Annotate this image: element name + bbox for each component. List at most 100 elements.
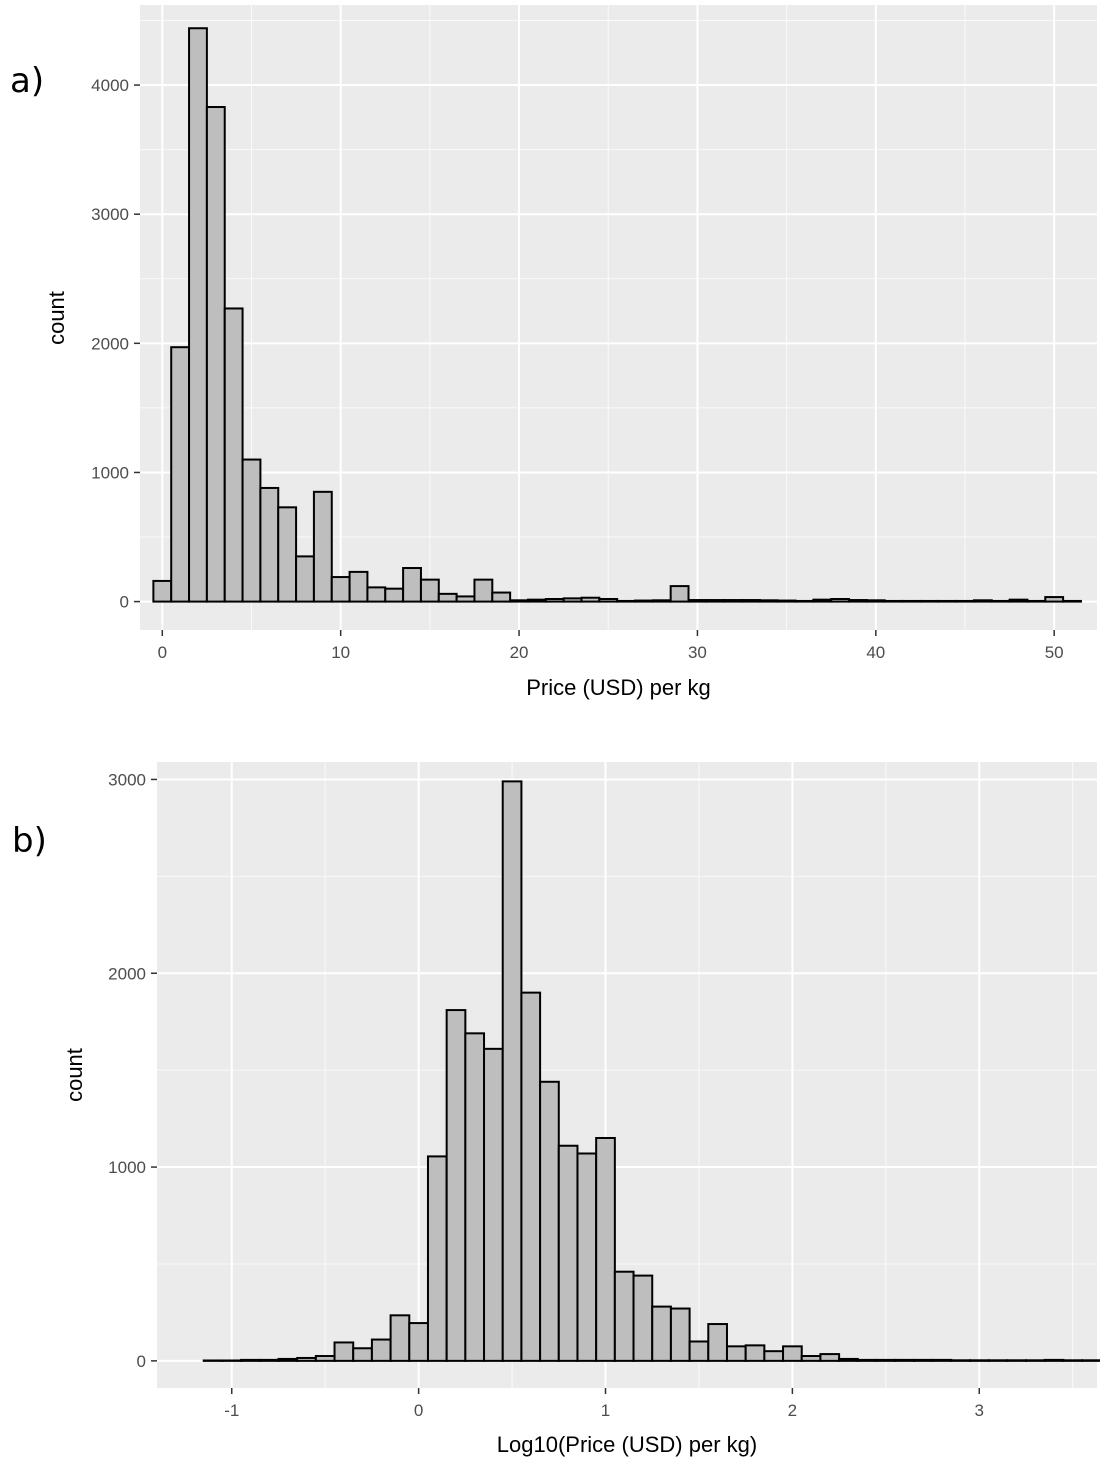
histogram-bar <box>972 599 993 603</box>
histogram-bar <box>894 1358 915 1362</box>
histogram-bar <box>1062 599 1082 603</box>
histogram-bar <box>651 1305 672 1362</box>
y-tick-label: 1000 <box>108 1158 146 1177</box>
histogram-bar <box>352 1347 373 1362</box>
histogram-bar <box>634 599 654 603</box>
histogram-bar <box>723 599 744 603</box>
x-tick-label: 1 <box>601 1401 610 1420</box>
histogram-bar <box>580 596 601 603</box>
histogram-bar <box>526 598 547 603</box>
histogram-bar <box>384 587 405 603</box>
panel-label: a) <box>10 61 44 101</box>
histogram-bar <box>348 570 369 603</box>
histogram-bar <box>295 555 315 603</box>
histogram-bar <box>544 598 565 603</box>
histogram-bar <box>987 1359 1009 1362</box>
histogram-bar <box>1026 599 1047 603</box>
y-tick-label: 1000 <box>91 463 129 482</box>
plot-panel-background <box>140 5 1097 630</box>
histogram-bar <box>259 486 280 603</box>
histogram-bar <box>312 490 333 603</box>
histogram-bar <box>562 597 583 603</box>
histogram-bar <box>557 1144 579 1362</box>
histogram-bar <box>800 1355 822 1362</box>
histogram-bar <box>812 598 833 603</box>
histogram-bar <box>776 599 797 603</box>
histogram-bar <box>1062 1359 1084 1362</box>
histogram-bar <box>931 1358 953 1362</box>
histogram-bar <box>794 599 815 603</box>
x-tick-label: -1 <box>224 1401 239 1420</box>
y-tick-label: 3000 <box>108 770 146 789</box>
histogram-bar <box>848 599 868 603</box>
histogram-bar <box>744 1344 766 1362</box>
histogram-bar <box>763 1350 785 1362</box>
histogram-bar <box>520 991 542 1362</box>
histogram-panel-a: 0 10 20 30 40 50 0 1000 2000 3000 4000 Price (USD) … <box>10 5 1097 700</box>
x-tick-label: 30 <box>688 643 707 662</box>
histogram-bar <box>152 579 173 603</box>
histogram-bar <box>426 1155 448 1362</box>
histogram-bar <box>687 599 708 603</box>
x-tick-label: 20 <box>510 643 529 662</box>
histogram-bar <box>370 1338 392 1362</box>
x-tick-label: 0 <box>158 643 167 662</box>
histogram-bar <box>501 780 523 1362</box>
histogram-bar <box>1043 1358 1065 1362</box>
histogram-bar <box>277 506 298 603</box>
histogram-bar <box>651 599 672 603</box>
histogram-bar <box>968 1359 990 1362</box>
histogram-bar <box>296 1356 317 1362</box>
histogram-bar <box>1024 1359 1046 1362</box>
histogram-bar <box>937 599 958 603</box>
histogram-bar <box>437 592 458 603</box>
y-tick-label: 2000 <box>91 334 129 353</box>
histogram-bar <box>539 1080 560 1362</box>
histogram-bar <box>464 1032 486 1362</box>
histogram-bar <box>241 458 262 603</box>
histogram-panel-b: -1 0 1 2 3 0 1000 2000 3000 Log10(Price (USD) per… <box>12 762 1100 1457</box>
histogram-bar <box>205 106 226 603</box>
y-tick-label: 0 <box>120 593 129 612</box>
histogram-bar <box>705 599 726 603</box>
histogram-bar <box>170 346 191 603</box>
histogram-bar <box>491 591 512 603</box>
histogram-bar <box>632 1274 654 1362</box>
x-tick-label: 50 <box>1045 643 1064 662</box>
x-axis-title: Price (USD) per kg <box>526 675 711 700</box>
histogram-bar <box>883 599 904 603</box>
histogram-bar <box>758 599 779 603</box>
histogram-bar <box>223 307 244 603</box>
x-tick-label: 40 <box>866 643 885 662</box>
histogram-bar <box>188 27 208 603</box>
histogram-bar <box>408 1322 429 1362</box>
histogram-bar <box>445 1009 467 1362</box>
histogram-bar <box>955 599 975 603</box>
histogram-bar <box>725 1345 747 1362</box>
histogram-bar <box>669 1307 691 1362</box>
histogram-bar <box>258 1358 280 1362</box>
histogram-bar <box>333 1341 355 1362</box>
histogram-bar <box>688 1340 710 1362</box>
histogram-bar <box>919 599 940 603</box>
histogram-bar <box>616 599 637 603</box>
histogram-bar <box>314 1355 336 1362</box>
x-tick-label: 0 <box>414 1401 423 1420</box>
histogram-bar <box>402 567 422 603</box>
histogram-bar <box>707 1323 728 1362</box>
histogram-bar <box>782 1345 803 1362</box>
histogram-bar <box>419 578 440 603</box>
histogram-bar <box>669 585 690 603</box>
panel-label: b) <box>12 821 47 861</box>
histogram-bar <box>1044 596 1065 603</box>
y-tick-label: 3000 <box>91 205 129 224</box>
histogram-bar <box>856 1358 878 1362</box>
histogram-bar <box>389 1314 411 1362</box>
histogram-bar <box>277 1357 299 1362</box>
histogram-bar <box>741 599 761 603</box>
y-tick-label: 4000 <box>91 76 129 95</box>
histogram-bar <box>950 1359 971 1362</box>
x-tick-label: 3 <box>975 1401 984 1420</box>
histogram-bar <box>473 578 494 603</box>
